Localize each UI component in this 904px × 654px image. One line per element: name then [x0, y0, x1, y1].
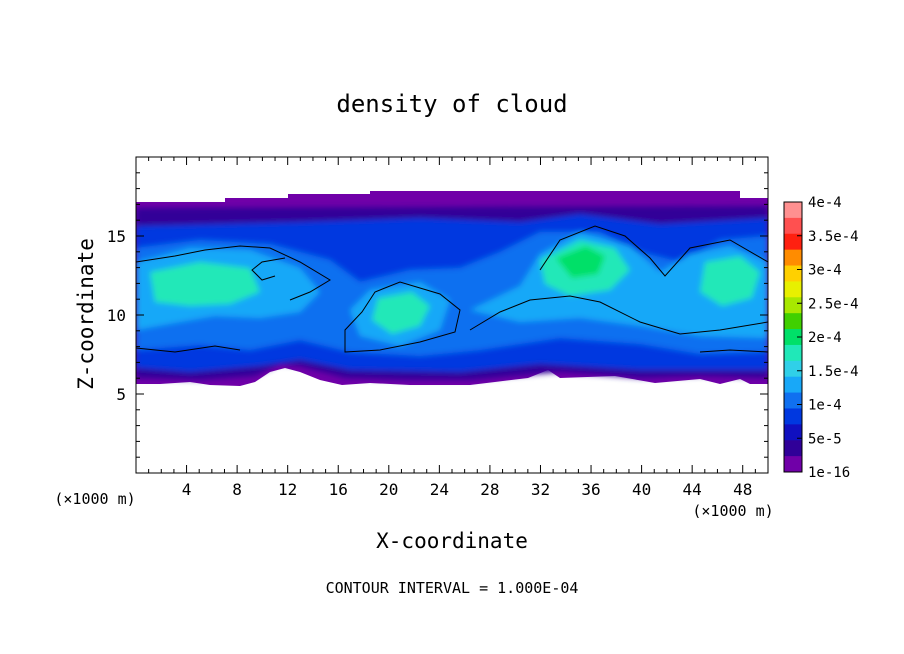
colorbar-swatch: [784, 344, 802, 362]
colorbar-swatch: [784, 217, 802, 235]
colorbar-label: 3e-4: [808, 263, 842, 279]
y-tick-label: 15: [107, 227, 126, 246]
x-tick-label: 28: [480, 480, 499, 499]
colorbar-label: 1e-16: [808, 465, 850, 481]
contour-line-1e-4: [136, 225, 768, 353]
colorbar-label: 2.5e-4: [808, 296, 859, 312]
colorbar-swatch: [784, 265, 802, 282]
colorbar-swatch: [784, 376, 802, 394]
cloud-layer-green: [556, 246, 605, 278]
colorbar: 4e-4 3.5e-4 3e-4 2.5e-4 2e-4 1.5e-4 1e-4 5e-5 1e…: [783, 195, 859, 481]
x-axis-unit-left: (×1000 m): [54, 490, 135, 508]
x-tick-label: 20: [379, 480, 398, 499]
contour-interval-note: CONTOUR INTERVAL = 1.000E-04: [326, 579, 579, 597]
colorbar-swatch: [784, 392, 802, 409]
colorbar-swatch: [784, 424, 802, 441]
colorbar-label: 1e-4: [808, 398, 842, 414]
colorbar-swatch: [784, 440, 802, 457]
x-tick-label: 8: [232, 480, 242, 499]
x-tick-label: 4: [182, 480, 192, 499]
colorbar-label: 4e-4: [808, 195, 842, 211]
colorbar-swatch: [784, 249, 802, 267]
colorbar-swatch: [784, 297, 802, 314]
x-tick-label: 44: [683, 480, 702, 499]
colorbar-swatch: [784, 408, 802, 425]
y-tick-label: 10: [107, 306, 126, 325]
x-tick-label: 16: [329, 480, 348, 499]
y-axis-label: Z-coordinate: [74, 238, 98, 390]
cloud-layer-cyan: [150, 240, 760, 334]
colorbar-swatch: [784, 313, 802, 330]
x-tick-label: 36: [581, 480, 600, 499]
x-axis-unit-right: (×1000 m): [692, 502, 773, 520]
x-tick-label: 32: [531, 480, 550, 499]
y-axis-ticks: 5 10 15: [107, 172, 768, 458]
colorbar-label: 2e-4: [808, 330, 842, 346]
x-axis-ticks: 4 8 12 16 20 24 28 32 36 40 44 48: [148, 157, 756, 499]
x-tick-label: 48: [733, 480, 752, 499]
colorbar-label: 5e-5: [808, 431, 842, 447]
colorbar-label: 1.5e-4: [808, 364, 859, 380]
colorbar-swatch: [784, 233, 802, 251]
colorbar-swatch: [784, 360, 802, 378]
x-tick-label: 12: [278, 480, 297, 499]
x-tick-label: 40: [632, 480, 651, 499]
colorbar-swatch: [784, 329, 802, 346]
chart-title: density of cloud: [336, 90, 567, 118]
colorbar-swatch: [784, 456, 802, 473]
colorbar-swatch: [784, 281, 802, 298]
heatmap-field: [136, 157, 768, 473]
y-tick-label: 5: [116, 385, 126, 404]
colorbar-label: 3.5e-4: [808, 229, 859, 245]
x-tick-label: 24: [430, 480, 449, 499]
x-axis-label: X-coordinate: [376, 529, 528, 553]
colorbar-swatch: [784, 202, 802, 219]
